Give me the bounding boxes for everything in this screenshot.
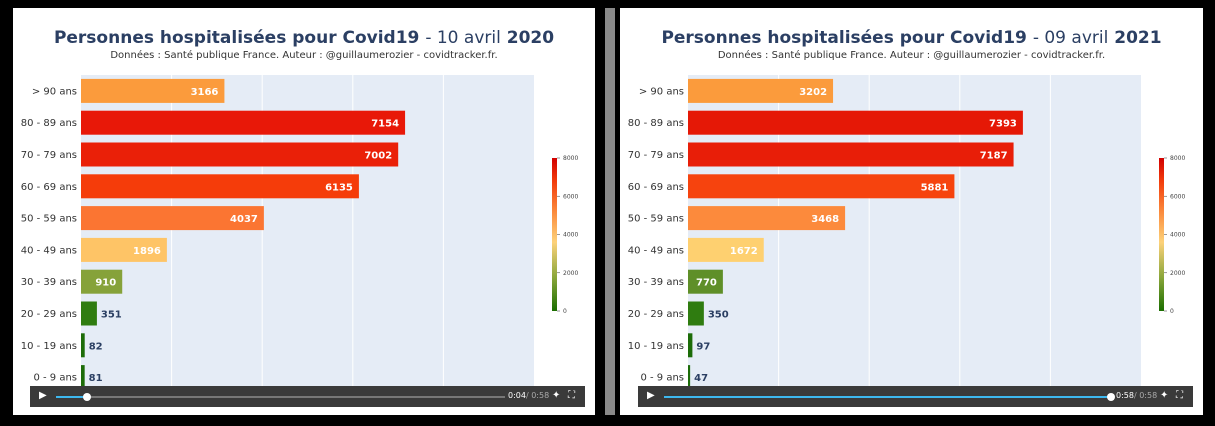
data-label: 7154 xyxy=(371,119,399,130)
category-label: 70 - 79 ans xyxy=(628,150,684,161)
data-label: 3468 xyxy=(811,214,839,225)
bar xyxy=(688,365,691,390)
data-label: 7002 xyxy=(364,151,392,162)
category-label: 80 - 89 ans xyxy=(628,118,684,129)
play-icon[interactable]: ▶ xyxy=(39,390,47,401)
colorbar-tick-label: 2000 xyxy=(563,270,578,277)
colorbar-tick-label: 6000 xyxy=(1170,193,1185,200)
category-label: 40 - 49 ans xyxy=(21,245,77,256)
category-label: 0 - 9 ans xyxy=(33,373,77,384)
bar xyxy=(688,142,1014,167)
category-label: 30 - 39 ans xyxy=(21,277,77,288)
data-label: 82 xyxy=(89,341,103,352)
progress-fill xyxy=(664,396,1111,398)
progress-fill xyxy=(56,396,87,398)
data-label: 3202 xyxy=(799,87,827,98)
bar xyxy=(81,78,225,103)
chart-subtitle: Données : Santé publique France. Auteur … xyxy=(717,50,1106,61)
data-label: 6135 xyxy=(325,182,353,193)
data-label: 81 xyxy=(89,373,103,384)
colorbar-tick-label: 4000 xyxy=(1170,232,1185,239)
bar xyxy=(688,174,955,199)
data-label: 47 xyxy=(694,373,708,384)
colorbar-tick-label: 4000 xyxy=(563,232,578,239)
progress-handle[interactable] xyxy=(82,393,91,401)
data-label: 7187 xyxy=(980,151,1008,162)
data-label: 350 xyxy=(708,310,729,321)
panel-divider xyxy=(605,8,615,415)
mute-icon[interactable]: ✦ xyxy=(1160,390,1169,401)
bar xyxy=(688,110,1023,135)
category-label: > 90 ans xyxy=(639,86,684,97)
chart-title: Personnes hospitalisées pour Covid19 - 1… xyxy=(53,28,555,48)
video-controls: ▶ 0:04/ 0:58 ✦ ⛶ xyxy=(30,386,585,407)
progress-track[interactable] xyxy=(664,393,1115,401)
colorbar xyxy=(552,158,557,311)
bar xyxy=(688,78,834,103)
category-label: 10 - 19 ans xyxy=(21,341,77,352)
chart-panel-2021: Personnes hospitalisées pour Covid19 - 0… xyxy=(620,8,1203,415)
colorbar-tick-label: 8000 xyxy=(563,155,578,162)
category-label: 0 - 9 ans xyxy=(640,373,684,384)
data-label: 1896 xyxy=(133,246,161,257)
category-label: 20 - 29 ans xyxy=(21,309,77,320)
category-label: 10 - 19 ans xyxy=(628,341,684,352)
play-icon[interactable]: ▶ xyxy=(647,390,655,401)
video-controls: ▶ 0:58/ 0:58 ✦ ⛶ xyxy=(638,386,1193,407)
data-label: 3166 xyxy=(191,87,219,98)
colorbar xyxy=(1159,158,1164,311)
category-label: 50 - 59 ans xyxy=(628,214,684,225)
category-label: 70 - 79 ans xyxy=(21,150,77,161)
data-label: 97 xyxy=(696,341,710,352)
fullscreen-icon[interactable]: ⛶ xyxy=(568,390,575,401)
colorbar-tick-label: 8000 xyxy=(1170,155,1185,162)
data-label: 351 xyxy=(101,310,122,321)
time-display: 0:04/ 0:58 xyxy=(508,391,550,400)
category-label: 60 - 69 ans xyxy=(628,182,684,193)
bar xyxy=(81,237,167,262)
category-label: 50 - 59 ans xyxy=(21,214,77,225)
chart-panel-2020: Personnes hospitalisées pour Covid19 - 1… xyxy=(13,8,595,415)
bar xyxy=(81,333,85,358)
bar xyxy=(81,110,406,135)
colorbar-tick-label: 0 xyxy=(1170,308,1174,315)
data-label: 5881 xyxy=(921,182,949,193)
chart-subtitle: Données : Santé publique France. Auteur … xyxy=(110,50,498,61)
data-label: 770 xyxy=(696,278,717,289)
progress-handle[interactable] xyxy=(1107,393,1115,401)
bar xyxy=(688,333,693,358)
time-display: 0:58/ 0:58 xyxy=(1116,391,1158,400)
bar xyxy=(81,301,97,326)
bar xyxy=(81,206,264,231)
data-label: 4037 xyxy=(230,214,258,225)
bar xyxy=(688,269,723,294)
data-label: 1672 xyxy=(730,246,758,257)
bar xyxy=(81,142,399,167)
bar xyxy=(81,174,359,199)
colorbar-tick-label: 6000 xyxy=(563,193,578,200)
colorbar-tick-label: 0 xyxy=(563,308,567,315)
category-label: > 90 ans xyxy=(32,86,77,97)
category-label: 40 - 49 ans xyxy=(628,245,684,256)
bar xyxy=(688,206,846,231)
category-label: 60 - 69 ans xyxy=(21,182,77,193)
progress-track[interactable] xyxy=(56,393,505,401)
colorbar-tick-label: 2000 xyxy=(1170,270,1185,277)
bar xyxy=(688,301,704,326)
bar xyxy=(688,237,764,262)
fullscreen-icon[interactable]: ⛶ xyxy=(1176,390,1183,401)
mute-icon[interactable]: ✦ xyxy=(552,390,561,401)
data-label: 910 xyxy=(95,278,116,289)
bar xyxy=(81,365,85,390)
category-label: 30 - 39 ans xyxy=(628,277,684,288)
category-label: 80 - 89 ans xyxy=(21,118,77,129)
chart-title: Personnes hospitalisées pour Covid19 - 0… xyxy=(661,28,1162,48)
category-label: 20 - 29 ans xyxy=(628,309,684,320)
data-label: 7393 xyxy=(989,119,1017,130)
bar xyxy=(81,269,123,294)
